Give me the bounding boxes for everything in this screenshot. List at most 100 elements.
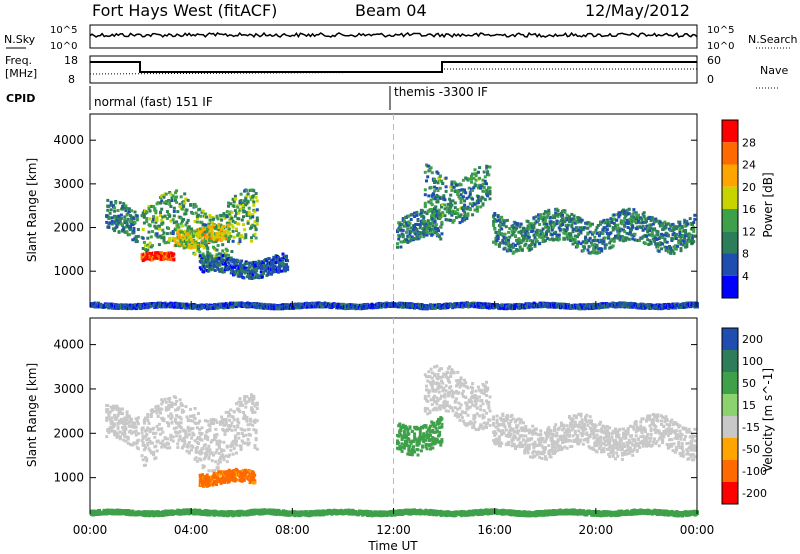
heatmap-cell [156, 235, 160, 239]
heatmap-cell [200, 244, 204, 248]
heatmap-cell [453, 190, 457, 194]
heatmap-cell [262, 260, 265, 264]
heatmap-cell [534, 233, 538, 237]
heatmap-cell [541, 227, 545, 231]
heatmap-cell [612, 217, 616, 221]
heatmap-cell [243, 228, 247, 232]
heatmap-cell [637, 220, 640, 224]
heatmap-cell [452, 218, 456, 222]
heatmap-cell [609, 217, 613, 221]
heatmap-cell [229, 202, 233, 206]
heatmap-cell [408, 231, 412, 235]
heatmap-cell [497, 231, 501, 235]
heatmap-cell [518, 247, 522, 251]
heatmap-cell [565, 213, 569, 217]
heatmap-cell [230, 210, 234, 214]
heatmap-cell [125, 220, 129, 224]
heatmap-cell [583, 226, 586, 230]
heatmap-cell [538, 242, 542, 246]
heatmap-cell [679, 240, 683, 244]
heatmap-cell [229, 256, 233, 260]
heatmap-cell [225, 249, 229, 252]
heatmap-cell [546, 237, 550, 241]
heatmap-cell [435, 227, 439, 230]
heatmap-cell [430, 171, 434, 175]
heatmap-cell [273, 264, 277, 268]
heatmap-cell [176, 210, 180, 214]
heatmap-cell [168, 200, 172, 204]
heatmap-cell [537, 233, 540, 237]
heatmap-cell [396, 242, 399, 246]
heatmap-cell [193, 219, 197, 223]
heatmap-cell [146, 243, 150, 247]
heatmap-cell [526, 246, 530, 250]
heatmap-cell [116, 221, 120, 224]
heatmap-cell [547, 226, 551, 230]
heatmap-cell [550, 233, 554, 237]
heatmap-cell [224, 252, 228, 256]
heatmap-cell [231, 229, 235, 233]
heatmap-cell [450, 188, 454, 192]
heatmap-cell [130, 219, 134, 223]
heatmap-cell [220, 257, 224, 261]
heatmap-cell [436, 181, 440, 185]
heatmap-cell [412, 237, 415, 240]
heatmap-cell [244, 270, 248, 274]
heatmap-cell [183, 229, 187, 233]
heatmap-cell [531, 241, 535, 245]
heatmap-cell [532, 226, 536, 230]
heatmap-cell [239, 192, 243, 196]
heatmap-cell [557, 220, 561, 224]
heatmap-cell [217, 230, 221, 234]
heatmap-cell [213, 257, 217, 261]
heatmap-cell [252, 200, 256, 204]
heatmap-cell [409, 238, 413, 242]
heatmap-cell [238, 237, 242, 241]
heatmap-cell [209, 236, 213, 240]
heatmap-cell [107, 204, 111, 208]
heatmap-cell [459, 193, 463, 197]
heatmap-cell [595, 231, 599, 235]
heatmap-cell [189, 203, 192, 207]
heatmap-cell [562, 228, 566, 232]
heatmap-cell [472, 176, 476, 180]
heatmap-cell [429, 232, 432, 236]
heatmap-cell [440, 222, 444, 226]
heatmap-cell [693, 217, 697, 221]
heatmap-cell [530, 224, 534, 228]
heatmap-cell [219, 252, 223, 256]
heatmap-cell [603, 236, 607, 240]
heatmap-cell [459, 199, 463, 203]
nave-label: Nave [760, 64, 788, 77]
heatmap-cell [594, 228, 598, 232]
heatmap-cell [483, 175, 487, 179]
heatmap-cell [266, 265, 270, 269]
heatmap-cell [605, 218, 609, 222]
heatmap-cell [397, 227, 401, 231]
heatmap-cell [460, 188, 464, 192]
heatmap-cell [421, 227, 425, 230]
heatmap-cell [425, 233, 429, 237]
heatmap-cell [426, 220, 430, 224]
heatmap-cell [179, 216, 183, 220]
heatmap-cell [145, 211, 149, 214]
heatmap-cell [605, 228, 609, 232]
heatmap-cell [436, 200, 440, 204]
heatmap-cell [253, 270, 257, 274]
heatmap-cell [159, 251, 163, 255]
heatmap-cell [620, 235, 624, 239]
heatmap-cell [452, 185, 456, 189]
heatmap-cell [551, 214, 555, 218]
heatmap-cell [164, 201, 168, 205]
heatmap-cell [556, 209, 560, 213]
heatmap-cell [508, 235, 512, 239]
heatmap-cell [215, 253, 219, 257]
heatmap-cell [448, 210, 452, 214]
heatmap-cell [281, 252, 285, 256]
heatmap-cell [678, 231, 682, 234]
heatmap-cell [189, 234, 193, 238]
heatmap-cell [478, 166, 482, 170]
heatmap-cell [418, 232, 422, 236]
heatmap-cell [662, 227, 666, 231]
freq-label-line1: Freq. [5, 54, 32, 67]
